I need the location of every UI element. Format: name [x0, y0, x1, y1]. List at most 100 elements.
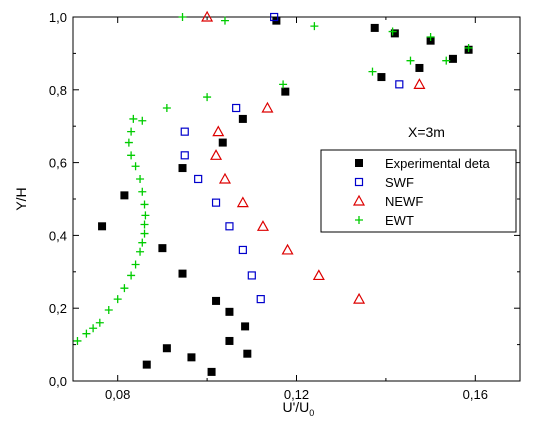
data-point-ewt [127, 151, 136, 160]
data-point-ewt [426, 33, 435, 42]
data-point-ewt [203, 93, 212, 102]
data-point-ewt [131, 260, 140, 269]
legend-marker-ewt [355, 216, 363, 224]
data-point-swf [194, 174, 203, 184]
annotation-label: X=3m [408, 124, 445, 140]
data-point-swf [270, 12, 279, 22]
legend-label-swf: SWF [385, 175, 414, 190]
data-point-swf [180, 151, 189, 160]
data-point-experimental-deta [120, 191, 129, 200]
y-tick-label: 1,0 [49, 10, 67, 25]
y-axis-title: Y/H [13, 187, 29, 210]
x-axis-title: U'/U0 [283, 399, 315, 418]
data-point-experimental-deta [377, 73, 386, 82]
data-marks [73, 10, 473, 376]
data-point-swf [395, 80, 404, 89]
data-point-experimental-deta [98, 222, 107, 231]
legend-marker-swf [354, 177, 364, 187]
y-tick-label: 0,8 [49, 83, 67, 98]
data-point-experimental-deta [187, 353, 196, 362]
legend-label-experimental-deta: Experimental deta [385, 156, 491, 171]
legend-box [320, 149, 517, 233]
y-tick-label: 0,6 [49, 156, 67, 171]
data-point-experimental-deta [241, 322, 250, 331]
data-point-ewt [129, 114, 138, 123]
data-point-newf [212, 125, 225, 137]
data-point-ewt [220, 16, 229, 25]
data-point-ewt [136, 247, 145, 256]
data-point-ewt [120, 284, 129, 293]
data-point-ewt [442, 56, 451, 65]
data-point-newf [353, 292, 366, 304]
data-point-newf [218, 172, 231, 184]
data-point-ewt [162, 104, 171, 112]
data-point-ewt [136, 174, 145, 183]
x-axis-title-subscript: 0 [309, 408, 314, 418]
data-point-swf [247, 271, 256, 280]
data-point-ewt [127, 127, 136, 136]
data-point-swf [180, 127, 189, 136]
data-point-newf [261, 101, 274, 113]
data-point-newf [281, 243, 294, 255]
data-point-ewt [141, 211, 150, 220]
data-point-experimental-deta [243, 349, 252, 358]
data-point-ewt [388, 27, 397, 36]
data-point-ewt [95, 318, 104, 327]
data-point-ewt [140, 229, 149, 238]
data-point-ewt [127, 271, 136, 280]
data-point-ewt [178, 13, 187, 21]
data-point-experimental-deta [178, 164, 187, 173]
y-tick-label: 0,2 [49, 301, 67, 316]
data-point-ewt [138, 116, 147, 125]
data-point-ewt [406, 56, 415, 65]
y-tick-label: 0,4 [49, 228, 67, 243]
legend-label-ewt: EWT [385, 213, 414, 228]
data-point-newf [236, 196, 249, 208]
data-point-newf [201, 10, 214, 22]
data-point-swf [238, 245, 247, 255]
data-point-experimental-deta [448, 54, 457, 63]
data-point-ewt [73, 336, 82, 345]
data-point-ewt [140, 220, 149, 229]
data-point-experimental-deta [212, 296, 221, 305]
data-point-experimental-deta [218, 138, 227, 147]
y-tick-label: 0,0 [49, 374, 67, 389]
data-point-ewt [279, 80, 288, 89]
data-point-ewt [138, 238, 147, 247]
data-point-experimental-deta [238, 114, 247, 123]
data-point-newf [413, 78, 426, 89]
data-point-experimental-deta [178, 269, 187, 278]
data-point-newf [256, 220, 269, 231]
data-point-ewt [104, 306, 113, 315]
legend-marker-experimental-deta [355, 159, 363, 167]
data-point-ewt [138, 187, 147, 196]
data-point-swf [256, 295, 265, 304]
data-point-swf [225, 222, 234, 231]
data-point-ewt [310, 22, 319, 31]
legend-label-newf: NEWF [385, 194, 423, 209]
data-point-newf [312, 269, 325, 281]
data-point-experimental-deta [162, 344, 171, 353]
data-point-ewt [82, 329, 91, 338]
data-point-swf [232, 103, 241, 113]
data-point-experimental-deta [207, 367, 216, 376]
data-point-ewt [131, 162, 140, 171]
data-point-ewt [113, 295, 122, 304]
legend-marker-newf [352, 194, 366, 206]
data-point-ewt [140, 200, 149, 209]
data-point-ewt [464, 43, 473, 52]
data-point-experimental-deta [225, 307, 234, 316]
data-point-experimental-deta [142, 360, 151, 369]
data-point-experimental-deta [370, 23, 379, 32]
data-point-swf [211, 198, 221, 207]
x-tick-label: 0,16 [463, 387, 488, 402]
x-axis-title-main: U'/U [283, 399, 310, 415]
data-point-experimental-deta [390, 29, 399, 38]
data-point-newf [210, 149, 223, 160]
data-point-ewt [368, 67, 377, 76]
data-point-ewt [124, 138, 133, 147]
data-point-ewt [89, 324, 98, 333]
data-point-experimental-deta [225, 336, 234, 345]
data-point-experimental-deta [415, 63, 424, 72]
